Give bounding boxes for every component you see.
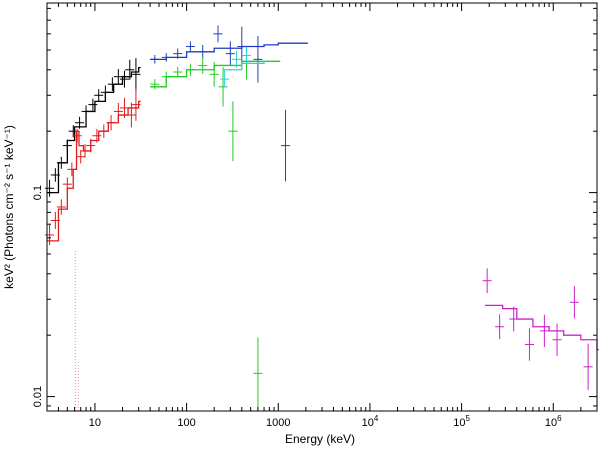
data-point xyxy=(62,177,72,191)
data-point xyxy=(50,168,60,182)
model-line xyxy=(223,60,267,71)
data-point xyxy=(161,53,171,62)
series-5 xyxy=(220,47,267,88)
data-point xyxy=(539,314,549,348)
y-axis-ticks: 0.01 0.1 xyxy=(32,7,597,407)
y-tick-label: 0.01 xyxy=(32,386,44,407)
data-point xyxy=(56,156,66,169)
x-axis-title: Energy (keV) xyxy=(285,432,355,446)
data-point xyxy=(72,128,82,143)
series-1 xyxy=(45,58,141,197)
data-point xyxy=(76,149,86,164)
data-point xyxy=(125,59,135,80)
data-point xyxy=(45,224,55,245)
data-point xyxy=(99,124,109,139)
y-tick-label: 0.1 xyxy=(32,185,44,200)
data-point xyxy=(92,128,102,143)
data-point xyxy=(253,36,263,83)
data-point xyxy=(131,58,141,91)
data-point xyxy=(231,50,241,68)
data-point xyxy=(126,102,136,128)
data-point xyxy=(237,26,247,67)
y-axis-title: keV² (Photons cm⁻² s⁻¹ keV⁻¹) xyxy=(2,125,16,289)
data-point xyxy=(131,88,141,121)
data-point xyxy=(185,41,195,52)
data-point xyxy=(173,66,183,78)
x-tick-label: 100 xyxy=(177,417,195,429)
model-line xyxy=(47,66,141,194)
data-point xyxy=(50,212,60,229)
data-point xyxy=(67,162,77,177)
data-point xyxy=(228,101,238,162)
data-point xyxy=(198,57,208,74)
data-point xyxy=(113,69,123,85)
model-line xyxy=(47,100,141,242)
series-4 xyxy=(150,47,281,410)
data-point xyxy=(80,144,90,158)
data-point xyxy=(150,55,160,64)
model-line xyxy=(484,304,599,351)
data-point xyxy=(94,89,104,102)
data-point xyxy=(107,77,117,91)
x-tick-label: 106 xyxy=(545,414,562,429)
data-point xyxy=(569,286,579,319)
data-point xyxy=(495,314,505,340)
x-tick-label: 104 xyxy=(362,414,379,429)
data-point xyxy=(509,306,519,332)
data-point xyxy=(100,85,110,100)
x-tick-label: 1000 xyxy=(266,417,290,429)
data-point xyxy=(253,337,263,410)
data-point xyxy=(81,105,91,118)
data-point xyxy=(75,116,85,129)
model-line xyxy=(150,42,308,60)
data-point xyxy=(88,98,98,111)
data-point xyxy=(119,97,129,118)
data-point xyxy=(213,25,223,43)
data-point xyxy=(552,323,562,356)
x-tick-label: 105 xyxy=(453,414,470,429)
data-point xyxy=(150,79,160,90)
data-point xyxy=(281,109,291,182)
data-point xyxy=(62,139,72,152)
data-point xyxy=(173,48,183,59)
series-6 xyxy=(482,268,599,391)
data-point xyxy=(185,63,195,76)
x-tick-label: 10 xyxy=(89,417,101,429)
data-point xyxy=(583,343,593,391)
data-point xyxy=(106,115,116,131)
data-point xyxy=(220,70,230,88)
data-point xyxy=(218,67,228,107)
data-point xyxy=(86,138,96,153)
data-point xyxy=(161,71,171,82)
data-point xyxy=(482,268,492,294)
data-point xyxy=(241,47,251,64)
data-point xyxy=(209,61,219,87)
data-point xyxy=(225,41,235,67)
data-point xyxy=(56,199,66,215)
series-3 xyxy=(150,25,308,182)
data-point xyxy=(198,44,208,59)
data-point xyxy=(524,328,534,361)
plot-marks xyxy=(45,25,599,411)
data-point xyxy=(45,179,55,197)
series-2 xyxy=(45,88,141,245)
data-point xyxy=(113,102,123,120)
data-point xyxy=(119,70,129,88)
